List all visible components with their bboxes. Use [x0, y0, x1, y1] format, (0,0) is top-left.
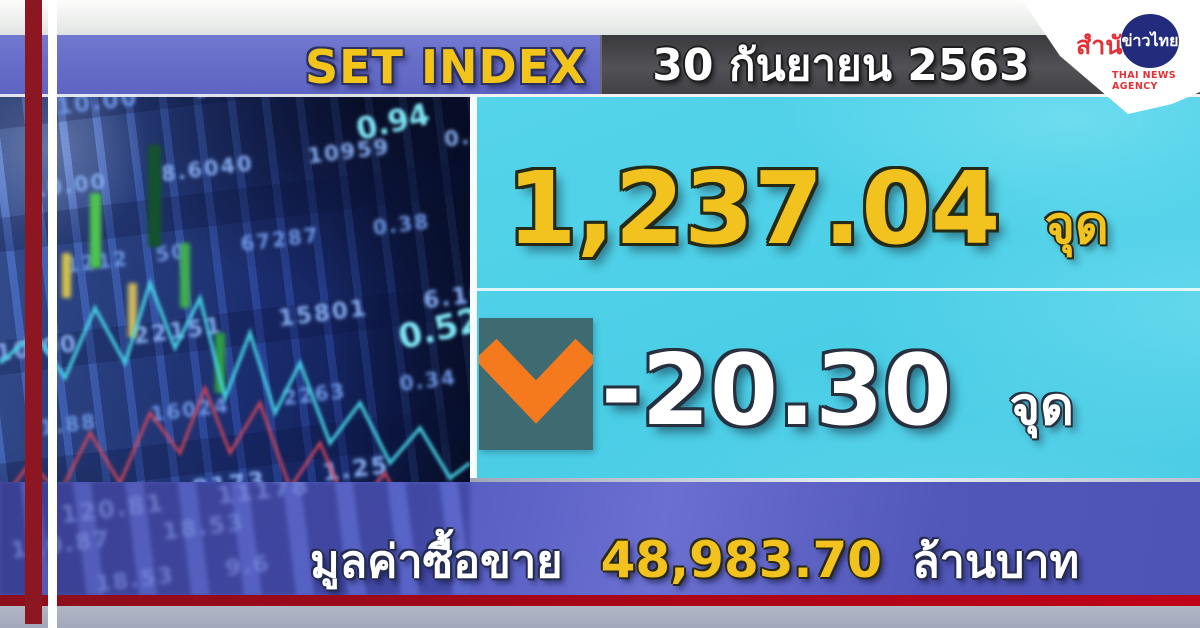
candlestick: [62, 253, 71, 298]
index-value-row: 1,237.04 จุด: [507, 150, 1109, 267]
turnover-bar: 120.81 11178 110.87 18.53 18.53 9.6 มูลค…: [0, 482, 1200, 595]
panel-divider-line: [477, 288, 1200, 291]
title-bar: SET INDEX: [0, 35, 600, 94]
white-vertical-stripe: [48, 0, 57, 628]
red-horizontal-stripe: [0, 595, 1200, 606]
header-divider-line: [0, 94, 1200, 97]
candlestick: [128, 283, 137, 338]
top-light-strip: [0, 0, 1200, 35]
logo-circle-text: ข่าวไทย: [1121, 30, 1179, 50]
arrow-down-icon: [474, 318, 598, 450]
logo-subtitle: THAI NEWS AGENCY: [1112, 70, 1176, 92]
index-change-row: -20.30 จุด: [601, 334, 1074, 448]
footer-divider-line: [470, 478, 1200, 482]
candlestick: [148, 145, 161, 247]
index-panel: 1,237.04 จุด -20.30 จุด: [470, 97, 1200, 478]
ticker-row: 18.53 9.6: [94, 551, 272, 595]
page-title: SET INDEX: [305, 40, 587, 94]
turnover-row: มูลค่าซื้อขาย 48,983.70 ล้านบาท: [310, 531, 1080, 589]
date-label: 30 กันยายน 2563: [652, 39, 1030, 91]
index-value-section: 1,237.04 จุด: [477, 97, 1200, 288]
thai-news-agency-logo: สำนัก ข่าวไทย THAI NEWS AGENCY: [1000, 0, 1200, 130]
candlestick: [180, 243, 190, 308]
index-change-section: -20.30 จุด: [474, 291, 1200, 478]
maroon-vertical-stripe: [25, 0, 42, 624]
logo-circle: ข่าวไทย: [1121, 14, 1179, 68]
bottom-gray-strip: [0, 606, 1200, 628]
candlestick: [215, 333, 225, 393]
candlestick: [90, 193, 101, 268]
photo-showthrough: 120.81 11178 110.87 18.53 18.53 9.6: [0, 482, 470, 595]
